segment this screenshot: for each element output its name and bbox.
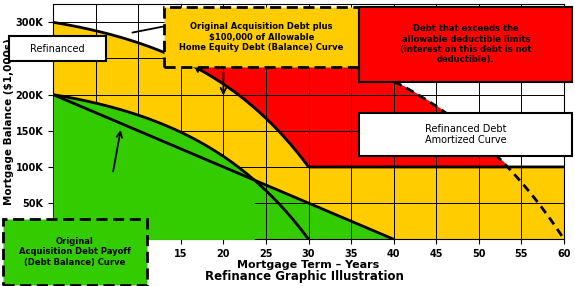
Text: Debt that exceeds the
allowable deductible limits
(interest on this debt is not
: Debt that exceeds the allowable deductib… [400, 24, 531, 64]
Text: Original
Acquisition Debt Payoff
(Debt Balance) Curve: Original Acquisition Debt Payoff (Debt B… [19, 237, 131, 267]
Text: Refinance Graphic Illustration: Refinance Graphic Illustration [205, 270, 404, 283]
X-axis label: Mortgage Term – Years: Mortgage Term – Years [237, 260, 380, 270]
Y-axis label: Mortgage Balance ($1,000s): Mortgage Balance ($1,000s) [4, 38, 14, 205]
Text: Refinanced: Refinanced [30, 44, 85, 53]
Text: Original Acquisition Debt plus
$100,000 of Allowable
Home Equity Debt (Balance) : Original Acquisition Debt plus $100,000 … [179, 22, 344, 52]
Text: Refinanced Debt
Amortized Curve: Refinanced Debt Amortized Curve [425, 124, 507, 145]
